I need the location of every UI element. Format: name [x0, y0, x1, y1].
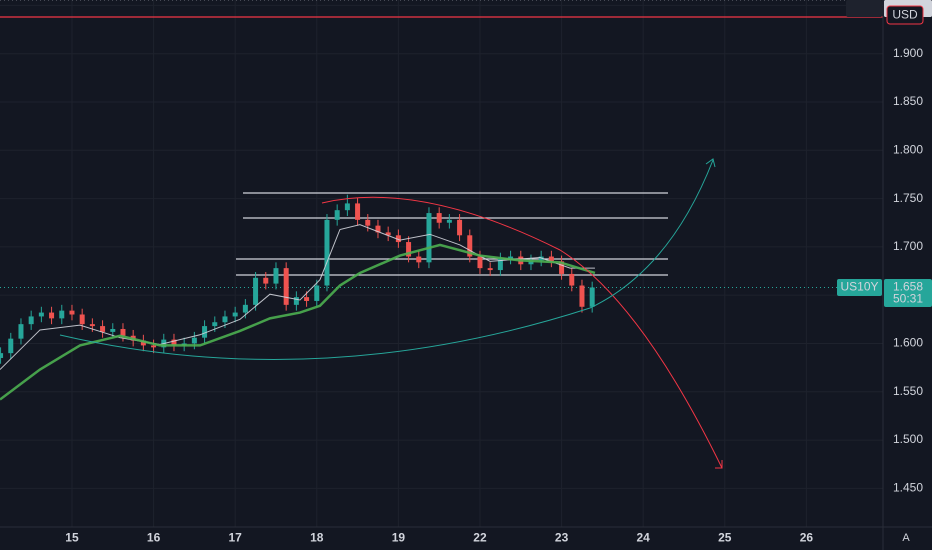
x-tick-label: 15 — [65, 531, 79, 545]
auto-scale-label[interactable]: A — [902, 532, 910, 544]
x-tick-label: 25 — [718, 531, 732, 545]
candle-body — [293, 297, 299, 305]
candle-body — [365, 219, 371, 226]
candle-body — [446, 219, 452, 223]
candle-body — [487, 268, 493, 271]
candle-body — [8, 338, 14, 354]
candle-body — [242, 304, 248, 313]
countdown: 50:31 — [893, 292, 923, 306]
candle-body — [191, 337, 197, 344]
candle-body — [497, 258, 503, 271]
candle-body — [110, 328, 116, 332]
candle-body — [477, 256, 483, 269]
arrow-head — [705, 158, 716, 168]
label-tag — [837, 278, 882, 296]
candle-body — [59, 310, 65, 319]
x-tick-label: 16 — [147, 531, 161, 545]
candle-body — [263, 277, 269, 284]
candle-body — [334, 210, 340, 220]
x-tick-label: 24 — [636, 531, 650, 545]
candle-body — [283, 268, 289, 305]
candle-body — [467, 235, 473, 257]
moving-average — [0, 243, 596, 401]
y-tick-label: 1.700 — [893, 239, 923, 253]
candle-body — [18, 324, 24, 339]
candle-body — [89, 324, 95, 327]
currency-tag[interactable] — [886, 5, 924, 25]
candle-body — [140, 340, 146, 346]
candle-body — [202, 326, 208, 338]
candle-body — [120, 328, 126, 336]
candle-body — [436, 213, 442, 223]
x-tick-label: 26 — [800, 531, 814, 545]
candle-body — [344, 203, 350, 211]
price-tag — [884, 278, 932, 307]
x-tick-label: 19 — [392, 531, 406, 545]
candle-body — [222, 316, 228, 323]
arrows — [59, 158, 723, 469]
candle-body — [100, 326, 106, 332]
candle-body — [232, 312, 238, 317]
drawings — [236, 192, 668, 276]
candle-body — [538, 256, 544, 261]
x-tick-label: 18 — [310, 531, 324, 545]
moving-average — [0, 224, 595, 370]
candle-body — [406, 242, 412, 257]
green-arc-arrow — [59, 159, 714, 360]
price-value: 1.658 — [893, 280, 923, 294]
y-tick-label: 1.600 — [893, 336, 923, 350]
candle-body — [49, 312, 55, 319]
x-tick-label: 23 — [555, 531, 569, 545]
candle-body — [314, 285, 320, 301]
currency[interactable]: USD — [892, 8, 918, 22]
candle-body — [457, 219, 463, 236]
candle-body — [324, 219, 330, 286]
candle-body — [355, 203, 361, 220]
candle-body — [304, 297, 310, 301]
candle-body — [253, 277, 259, 305]
candle-body — [151, 345, 157, 348]
candle-body — [385, 232, 391, 236]
grid — [0, 0, 883, 527]
candle-body — [569, 273, 575, 286]
y-tick-label: 1.550 — [893, 384, 923, 398]
y-tick-label: 1.500 — [893, 432, 923, 446]
candle-body — [212, 322, 218, 327]
candle-body — [589, 287, 595, 307]
candle-body — [579, 285, 585, 307]
arrow-head — [715, 460, 723, 469]
candle-body — [171, 339, 177, 346]
candle-body — [426, 213, 432, 263]
label-text: US10Y — [840, 280, 878, 294]
candle-body — [0, 353, 4, 358]
candle-body — [416, 256, 422, 263]
candle-body — [273, 268, 279, 284]
candle-body — [69, 310, 75, 315]
candle-body — [28, 316, 34, 325]
y-tick-label: 1.450 — [893, 481, 923, 495]
auto-scale-button[interactable] — [896, 529, 916, 547]
y-tick-label: 1.850 — [893, 94, 923, 108]
label-tag — [848, 0, 882, 17]
candle-body — [395, 235, 401, 243]
x-tick-label: 22 — [473, 531, 487, 545]
y-tick-label: 1.800 — [893, 142, 923, 156]
candle-body — [548, 256, 554, 262]
candle-body — [38, 312, 44, 317]
x-tick-label: 17 — [228, 531, 242, 545]
red-arc-arrow — [321, 196, 723, 469]
candle-body — [375, 225, 381, 233]
candle-body — [559, 261, 565, 274]
y-tick-label: 1.900 — [893, 46, 923, 60]
candle-body — [528, 260, 534, 265]
y-tick-label: 1.750 — [893, 191, 923, 205]
candle-body — [79, 314, 85, 325]
candle-body — [508, 256, 514, 259]
